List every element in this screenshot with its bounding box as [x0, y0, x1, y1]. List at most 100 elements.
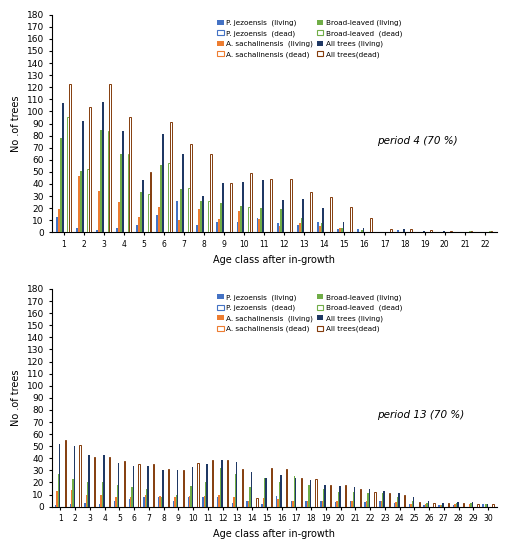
Bar	[364, 502, 366, 507]
Bar	[197, 225, 198, 233]
Bar	[310, 192, 312, 233]
Bar	[336, 500, 338, 507]
Bar	[180, 189, 182, 233]
Bar	[410, 229, 412, 233]
Bar	[115, 497, 117, 507]
Bar	[428, 500, 429, 507]
Bar	[212, 459, 213, 507]
Bar	[237, 222, 238, 233]
Bar	[129, 499, 130, 507]
Bar	[261, 208, 262, 233]
Bar	[379, 500, 380, 507]
Bar	[76, 228, 78, 233]
Bar	[86, 494, 87, 507]
Bar	[217, 497, 218, 507]
Bar	[439, 505, 441, 507]
Bar	[301, 218, 302, 233]
Bar	[470, 503, 472, 507]
Bar	[128, 154, 130, 233]
Bar	[118, 202, 120, 233]
Bar	[238, 211, 240, 233]
Bar	[345, 485, 346, 507]
Bar	[130, 118, 132, 233]
Bar	[87, 482, 88, 507]
Bar	[351, 500, 353, 507]
Bar	[138, 217, 140, 233]
Bar	[492, 504, 494, 507]
Bar	[82, 121, 84, 233]
Bar	[210, 154, 212, 233]
Bar	[430, 230, 432, 233]
Bar	[233, 497, 235, 507]
Bar	[160, 164, 162, 233]
Bar	[354, 487, 355, 507]
Bar	[321, 223, 323, 233]
Bar	[216, 222, 218, 233]
Bar	[330, 197, 332, 233]
Bar	[337, 229, 339, 233]
Bar	[259, 219, 261, 233]
Bar	[202, 497, 204, 507]
Bar	[188, 188, 189, 233]
Bar	[65, 440, 66, 507]
Bar	[173, 500, 174, 507]
Bar	[342, 222, 344, 233]
Bar	[220, 204, 222, 233]
Bar	[305, 500, 307, 507]
Bar	[425, 504, 426, 507]
Bar	[109, 457, 110, 507]
Bar	[232, 503, 233, 507]
Bar	[360, 488, 361, 507]
Bar	[84, 503, 86, 507]
Bar	[222, 183, 224, 233]
Bar	[55, 505, 56, 507]
Y-axis label: No .of trees: No .of trees	[11, 370, 21, 426]
Bar	[242, 182, 244, 233]
Bar	[192, 467, 193, 507]
Bar	[413, 497, 415, 507]
Bar	[341, 228, 342, 233]
Bar	[117, 485, 118, 507]
X-axis label: Age class after in-growth: Age class after in-growth	[213, 255, 335, 265]
Bar	[423, 231, 425, 233]
Bar	[100, 130, 102, 233]
Bar	[263, 498, 264, 507]
Bar	[382, 493, 384, 507]
Bar	[457, 502, 459, 507]
Bar	[94, 457, 96, 507]
Bar	[143, 497, 145, 507]
Bar	[338, 492, 339, 507]
Bar	[350, 500, 351, 507]
Bar	[57, 474, 59, 507]
Bar	[278, 227, 280, 233]
Bar	[279, 482, 280, 507]
Bar	[257, 218, 259, 233]
Bar	[286, 469, 287, 507]
Bar	[80, 170, 82, 233]
Bar	[177, 470, 178, 507]
Bar	[419, 502, 420, 507]
Bar	[478, 504, 479, 507]
Bar	[357, 229, 359, 233]
Bar	[168, 469, 169, 507]
Bar	[156, 216, 158, 233]
Bar	[236, 462, 237, 507]
Bar	[248, 207, 250, 233]
Bar	[221, 459, 223, 507]
Bar	[138, 464, 140, 507]
Bar	[441, 505, 442, 507]
Bar	[72, 479, 74, 507]
Bar	[319, 227, 321, 233]
Bar	[261, 504, 263, 507]
Bar	[79, 445, 81, 507]
Bar	[282, 200, 284, 233]
Text: period 4 (70 %): period 4 (70 %)	[376, 136, 457, 146]
Bar	[485, 504, 487, 507]
Bar	[182, 154, 184, 233]
Bar	[250, 173, 252, 233]
Bar	[149, 172, 151, 233]
Bar	[96, 230, 98, 233]
Bar	[325, 485, 326, 507]
Bar	[397, 230, 399, 233]
Bar	[453, 505, 454, 507]
